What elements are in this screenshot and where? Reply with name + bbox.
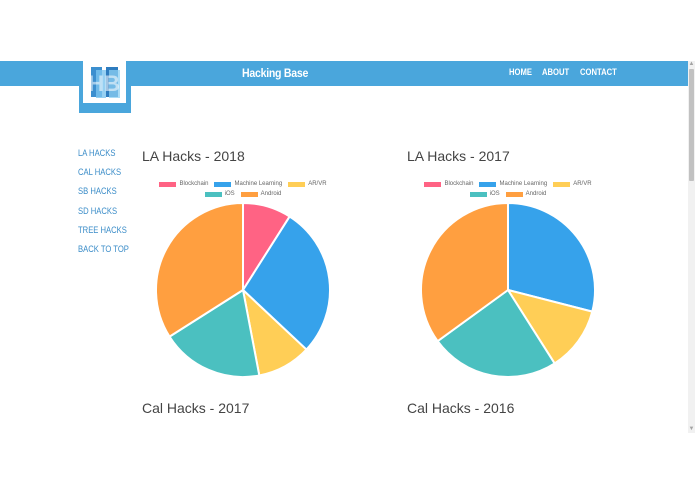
legend-item[interactable]: Blockchain <box>159 181 208 187</box>
sidebar-item-cal-hacks[interactable]: CAL HACKS <box>78 167 122 178</box>
sidebar-item-tree-hacks[interactable]: TREE HACKS <box>78 224 127 235</box>
legend-swatch <box>553 181 571 187</box>
legend-label: Machine Learning <box>234 181 283 187</box>
logo-mark: HB <box>88 67 120 98</box>
nav-about-link[interactable]: ABOUT <box>542 67 570 77</box>
pie-slice-android[interactable] <box>155 201 244 339</box>
legend-item[interactable]: Android <box>505 191 547 197</box>
legend-item[interactable]: iOS <box>469 191 500 197</box>
chart-title-cal-2016: Cal Hacks - 2016 <box>407 400 515 416</box>
top-nav: HOME ABOUT CONTACT <box>509 61 619 86</box>
logo[interactable]: HB <box>79 55 131 113</box>
sidebar-item-back-to-top[interactable]: BACK TO TOP <box>78 244 129 255</box>
chart-title-cal-2017: Cal Hacks - 2017 <box>142 400 250 416</box>
legend-label: Machine Learning <box>499 181 548 187</box>
legend-swatch <box>159 181 177 187</box>
chart-legend-la-2018: Blockchain Machine Learning AR/VR iOS An… <box>118 179 368 199</box>
pie-slice-ios[interactable] <box>168 288 261 378</box>
legend-label: iOS <box>224 191 235 197</box>
sidebar-item-sb-hacks[interactable]: SB HACKS <box>78 186 117 197</box>
legend-swatch <box>288 181 306 187</box>
legend-item[interactable]: iOS <box>204 191 235 197</box>
pie-slice-machine-learning[interactable] <box>507 201 597 313</box>
legend-swatch <box>204 191 222 197</box>
legend-label: AR/VR <box>573 181 592 187</box>
scroll-down-arrow-icon[interactable]: ▼ <box>688 426 695 432</box>
nav-home-link[interactable]: HOME <box>509 67 532 77</box>
legend-item[interactable]: Android <box>240 191 282 197</box>
logo-lettering: HB <box>88 71 120 96</box>
chart-legend-la-2017: Blockchain Machine Learning AR/VR iOS An… <box>383 179 633 199</box>
sidebar-item-sd-hacks[interactable]: SD HACKS <box>78 205 118 216</box>
legend-item[interactable]: Machine Learning <box>214 181 282 187</box>
chart-title-la-2017: LA Hacks - 2017 <box>407 148 510 164</box>
legend-swatch <box>469 191 487 197</box>
pie-slice-machine-learning[interactable] <box>241 215 331 351</box>
pie-chart-la-2018 <box>155 201 331 378</box>
pie-slice-ar-vr[interactable] <box>505 288 594 365</box>
legend-item[interactable]: AR/VR <box>553 181 592 187</box>
sidebar-item-la-hacks[interactable]: LA HACKS <box>78 148 116 158</box>
legend-label: Android <box>260 191 282 197</box>
legend-label: Blockchain <box>444 181 474 187</box>
scroll-up-arrow-icon[interactable]: ▲ <box>688 61 695 67</box>
vertical-scrollbar[interactable]: ▲ ▼ <box>688 61 695 433</box>
legend-swatch <box>240 191 258 197</box>
legend-label: Blockchain <box>179 181 209 187</box>
legend-swatch <box>214 181 232 187</box>
side-nav: LA HACKS CAL HACKS SB HACKS SD HACKS TRE… <box>78 144 138 259</box>
legend-swatch <box>505 191 523 197</box>
chart-title-la-2018: LA Hacks - 2018 <box>142 148 245 164</box>
legend-swatch <box>424 181 442 187</box>
brand-title[interactable]: Hacking Base <box>242 66 309 80</box>
nav-contact-link[interactable]: CONTACT <box>580 67 617 77</box>
legend-item[interactable]: AR/VR <box>288 181 327 187</box>
legend-item[interactable]: Blockchain <box>424 181 473 187</box>
pie-chart-la-2017 <box>420 201 597 378</box>
legend-label: Android <box>525 191 547 197</box>
pie-slice-ios[interactable] <box>436 288 557 378</box>
logo-inner: HB <box>83 61 126 103</box>
legend-swatch <box>479 181 497 187</box>
legend-label: AR/VR <box>308 181 327 187</box>
pie-slice-android[interactable] <box>420 201 509 343</box>
legend-label: iOS <box>489 191 500 197</box>
scrollbar-thumb[interactable] <box>689 69 694 181</box>
legend-item[interactable]: Machine Learning <box>479 181 547 187</box>
